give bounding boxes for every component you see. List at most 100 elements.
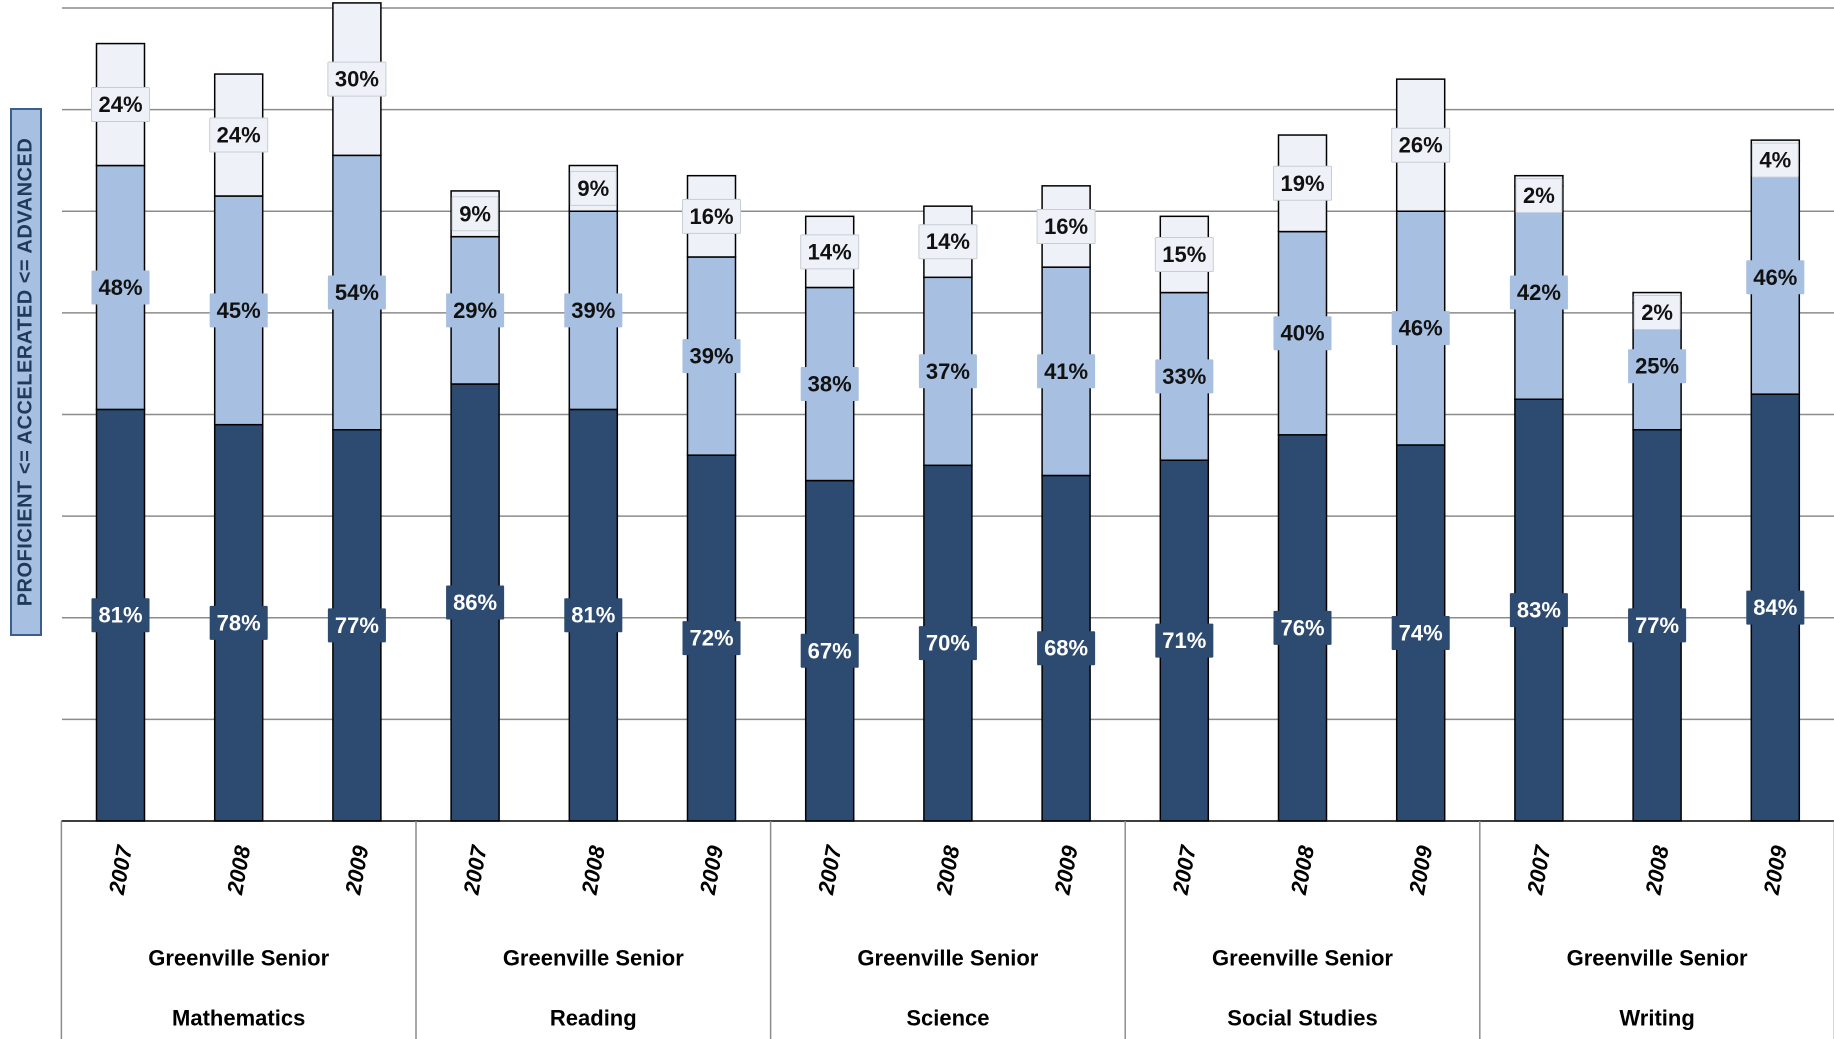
data-label: 41% bbox=[1037, 354, 1096, 389]
data-label-text: 19% bbox=[1280, 171, 1324, 196]
group-label-line1: Greenville Senior bbox=[857, 946, 1038, 971]
data-label: 40% bbox=[1273, 316, 1332, 351]
data-label-text: 16% bbox=[1044, 214, 1088, 239]
year-tick-label: 2009 bbox=[340, 843, 373, 897]
data-label-text: 15% bbox=[1162, 242, 1206, 267]
data-label-text: 77% bbox=[1635, 613, 1679, 638]
data-label: 30% bbox=[327, 61, 387, 97]
data-label: 15% bbox=[1154, 236, 1214, 272]
data-label-text: 24% bbox=[217, 123, 261, 148]
data-label: 29% bbox=[446, 293, 505, 328]
data-label-text: 40% bbox=[1280, 321, 1324, 346]
data-label: 76% bbox=[1273, 610, 1332, 645]
data-label: 46% bbox=[1746, 260, 1805, 295]
data-label: 4% bbox=[1751, 142, 1799, 178]
data-label-text: 26% bbox=[1399, 133, 1443, 158]
data-label-text: 39% bbox=[571, 298, 615, 323]
data-label-text: 81% bbox=[98, 603, 142, 628]
data-label-text: 9% bbox=[459, 201, 491, 226]
data-label-text: 29% bbox=[453, 298, 497, 323]
data-label: 86% bbox=[446, 585, 505, 620]
year-tick-label: 2007 bbox=[1522, 842, 1556, 897]
data-label: 2% bbox=[1633, 295, 1681, 331]
data-label: 37% bbox=[918, 354, 977, 389]
data-label-text: 39% bbox=[689, 344, 733, 369]
data-label-text: 45% bbox=[217, 298, 261, 323]
bars bbox=[95, 2, 1801, 822]
data-label-text: 76% bbox=[1280, 615, 1324, 640]
data-label-text: 71% bbox=[1162, 628, 1206, 653]
data-label: 54% bbox=[327, 275, 386, 310]
data-label-text: 30% bbox=[335, 67, 379, 92]
data-label-text: 46% bbox=[1399, 316, 1443, 341]
data-label: 26% bbox=[1391, 127, 1451, 163]
data-label-text: 83% bbox=[1517, 598, 1561, 623]
data-label: 81% bbox=[564, 598, 623, 633]
data-label-text: 42% bbox=[1517, 280, 1561, 305]
year-tick-label: 2009 bbox=[695, 843, 728, 897]
year-tick-label: 2009 bbox=[1049, 843, 1082, 897]
data-label: 39% bbox=[564, 293, 623, 328]
data-label: 72% bbox=[682, 621, 741, 656]
data-label-text: 86% bbox=[453, 590, 497, 615]
data-label-text: 25% bbox=[1635, 354, 1679, 379]
y-axis-title-box: PROFICIENT <= ACCELERATED <= ADVANCED bbox=[10, 108, 42, 636]
data-label-text: 16% bbox=[689, 204, 733, 229]
data-label-text: 4% bbox=[1759, 148, 1791, 173]
data-label: 38% bbox=[800, 367, 859, 402]
data-label-text: 33% bbox=[1162, 364, 1206, 389]
data-label-text: 68% bbox=[1044, 636, 1088, 661]
data-label: 46% bbox=[1391, 311, 1450, 346]
data-label-text: 84% bbox=[1753, 595, 1797, 620]
data-label: 70% bbox=[918, 626, 977, 661]
data-label-text: 14% bbox=[926, 229, 970, 254]
year-tick-label: 2008 bbox=[577, 843, 610, 897]
data-labels: 81% 48% 24% 78% 45% 24% 77% 54% 30% 86% 29% 9% 81% 39… bbox=[90, 61, 1805, 668]
data-label-text: 74% bbox=[1399, 620, 1443, 645]
data-label: 67% bbox=[800, 633, 859, 668]
year-tick-label: 2007 bbox=[1168, 842, 1202, 897]
data-label: 77% bbox=[1628, 608, 1687, 643]
year-tick-label: 2008 bbox=[1640, 843, 1673, 897]
data-label: 2% bbox=[1515, 178, 1563, 214]
data-label-text: 72% bbox=[689, 626, 733, 651]
data-label-text: 46% bbox=[1753, 265, 1797, 290]
data-label: 9% bbox=[451, 196, 499, 232]
group-label-line1: Greenville Senior bbox=[1212, 946, 1393, 971]
data-label: 16% bbox=[1036, 208, 1096, 244]
year-tick-label: 2009 bbox=[1759, 843, 1792, 897]
group-label-line1: Greenville Senior bbox=[1567, 946, 1748, 971]
data-label-text: 54% bbox=[335, 280, 379, 305]
data-label-text: 67% bbox=[808, 638, 852, 663]
data-label: 9% bbox=[569, 170, 617, 206]
data-label: 48% bbox=[91, 270, 150, 305]
x-axis: 2007 2008 2009 Greenville Senior Mathematics… bbox=[60, 820, 1834, 1039]
data-label: 19% bbox=[1272, 165, 1333, 201]
group-label-line2: Science bbox=[906, 1006, 989, 1031]
year-tick-label: 2007 bbox=[813, 842, 847, 897]
data-label-text: 81% bbox=[571, 603, 615, 628]
data-label: 71% bbox=[1155, 623, 1214, 658]
group-label-line2: Reading bbox=[550, 1006, 637, 1031]
year-tick-label: 2008 bbox=[931, 843, 964, 897]
data-label: 74% bbox=[1391, 615, 1450, 650]
data-label-text: 38% bbox=[808, 372, 852, 397]
data-label-text: 77% bbox=[335, 613, 379, 638]
group-label-line1: Greenville Senior bbox=[503, 946, 684, 971]
group-label-line2: Social Studies bbox=[1227, 1006, 1377, 1031]
data-label: 16% bbox=[681, 198, 742, 234]
data-label-text: 2% bbox=[1523, 183, 1555, 208]
data-label: 78% bbox=[209, 605, 268, 640]
data-label: 25% bbox=[1628, 349, 1687, 384]
year-tick-label: 2007 bbox=[104, 842, 138, 897]
data-label-text: 48% bbox=[98, 275, 142, 300]
data-label: 14% bbox=[918, 224, 978, 260]
group-label-line2: Writing bbox=[1619, 1006, 1694, 1031]
data-label: 68% bbox=[1037, 631, 1096, 666]
data-label-text: 37% bbox=[926, 359, 970, 384]
data-label: 24% bbox=[209, 117, 269, 153]
data-label-text: 2% bbox=[1641, 300, 1673, 325]
data-label-text: 14% bbox=[808, 239, 852, 264]
year-tick-label: 2009 bbox=[1404, 843, 1437, 897]
